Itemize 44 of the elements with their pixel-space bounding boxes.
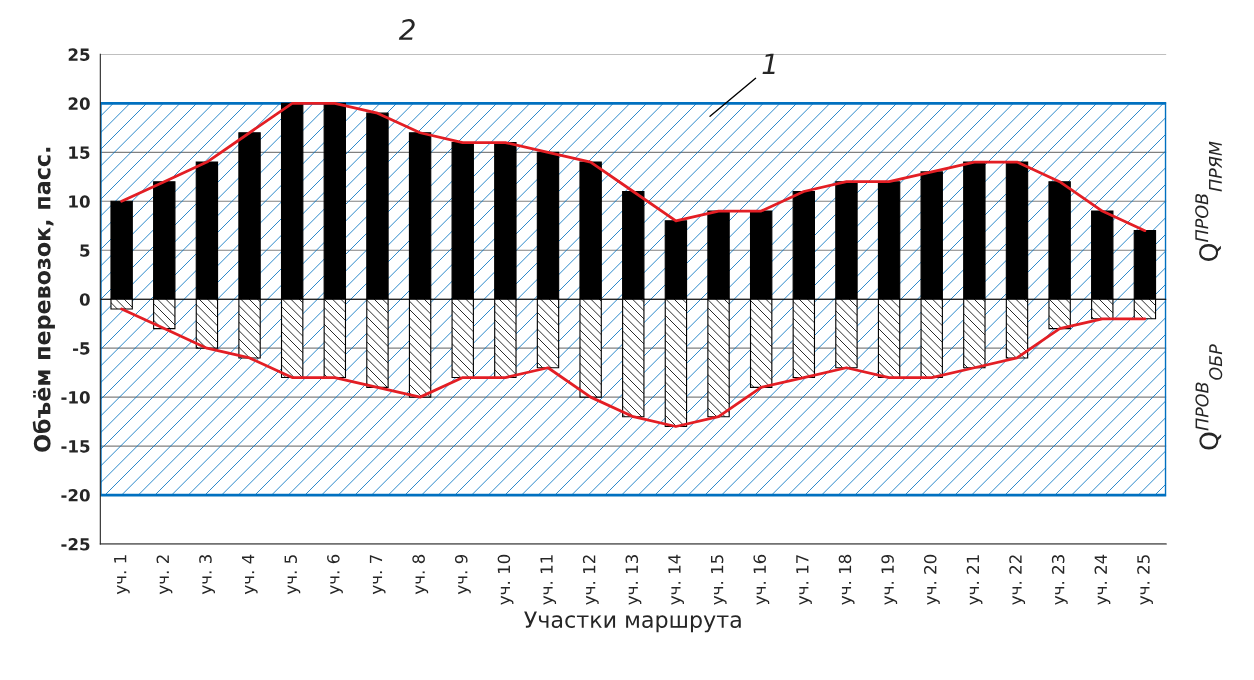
x-tick-label: уч. 1 [114,555,130,595]
x-tick-label: уч. 24 [1094,554,1111,605]
band-label: 1 [762,53,775,74]
x-tick-label: уч. 6 [327,554,343,595]
y-tick-label: 5 [80,244,90,257]
x-tick-label: уч. 20 [923,554,940,605]
y-tick-label: -5 [72,342,90,355]
x-tick-label: уч. 16 [753,554,770,605]
text: Q$^{ПРОВ}$$_{ОБР}$ [1195,344,1223,450]
x-tick-label: уч. 13 [625,555,642,605]
y-tick-label: -15 [61,440,90,453]
x-tick-label: уч. 5 [284,555,301,595]
y-tick-label: 10 [69,195,90,208]
x-tick-label: уч. 17 [796,555,812,605]
x-tick-label: уч. 8 [412,554,429,595]
y-tick-label: 25 [68,48,90,61]
text: 2 [398,19,415,40]
x-tick-label: уч. 11 [540,555,557,605]
y-tick-label: 15 [69,146,90,159]
x-tick-label: уч. 23 [1051,555,1068,605]
x-tick-label: уч. 21 [966,555,983,605]
x-tick-label: уч. 25 [1137,555,1153,605]
x-tick-label: уч. 19 [881,554,898,605]
y-tick-label: -10 [61,391,90,404]
x-axis-title: Участки маршрута [524,611,741,633]
x-tick-label: уч. 9 [454,554,471,595]
x-tick-label: уч. 7 [369,555,386,595]
y-axis-title: Объём перевозок, пасс. [32,147,55,452]
x-tick-label: уч. 10 [497,554,514,605]
x-tick-label: уч. 4 [241,554,258,595]
y-tick-label: -25 [61,537,90,551]
y-tick-label: 0 [79,293,90,306]
x-tick-label: уч. 2 [156,555,173,595]
x-tick-label: уч. 18 [838,554,855,605]
line-series [120,101,1147,233]
x-tick-label: уч. 15 [710,555,727,605]
x-tick-label: уч. 14 [668,554,684,605]
y-tick-label: -20 [61,489,90,502]
x-tick-label: уч. 3 [199,555,215,595]
line-series [120,307,1147,428]
y-tick-label: 20 [68,97,90,110]
text: Q$^{ПРОВ}$$_{ПРЯМ}$ [1195,141,1222,261]
x-tick-label: уч. 12 [582,555,599,605]
x-tick-label: уч. 22 [1009,555,1026,605]
